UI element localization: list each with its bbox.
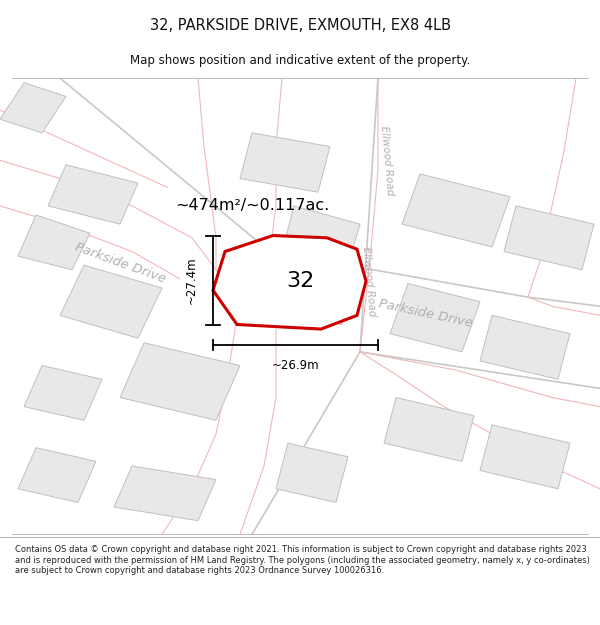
Text: ~26.9m: ~26.9m [272, 359, 319, 372]
Polygon shape [264, 261, 354, 324]
Text: 32, PARKSIDE DRIVE, EXMOUTH, EX8 4LB: 32, PARKSIDE DRIVE, EXMOUTH, EX8 4LB [149, 18, 451, 32]
Polygon shape [384, 398, 474, 461]
Text: Parkside Drive: Parkside Drive [378, 297, 474, 329]
Text: Ellwood Road: Ellwood Road [379, 125, 395, 196]
Polygon shape [60, 265, 162, 338]
Text: Contains OS data © Crown copyright and database right 2021. This information is : Contains OS data © Crown copyright and d… [15, 545, 590, 575]
Polygon shape [240, 133, 330, 192]
Polygon shape [120, 342, 240, 420]
Polygon shape [114, 466, 216, 521]
Polygon shape [48, 165, 138, 224]
Polygon shape [18, 215, 90, 270]
Polygon shape [276, 443, 348, 503]
Text: ~474m²/~0.117ac.: ~474m²/~0.117ac. [175, 198, 329, 213]
Text: Map shows position and indicative extent of the property.: Map shows position and indicative extent… [130, 54, 470, 68]
Polygon shape [402, 174, 510, 247]
Polygon shape [504, 206, 594, 270]
Polygon shape [390, 284, 480, 352]
Text: 32: 32 [286, 271, 314, 291]
Polygon shape [480, 316, 570, 379]
Text: ~27.4m: ~27.4m [185, 256, 198, 304]
Text: Parkside Drive: Parkside Drive [73, 241, 167, 286]
Text: Ellwood Road: Ellwood Road [361, 246, 377, 316]
Polygon shape [213, 236, 366, 329]
Polygon shape [18, 448, 96, 503]
Polygon shape [480, 425, 570, 489]
Polygon shape [282, 206, 360, 265]
Polygon shape [24, 366, 102, 420]
Polygon shape [0, 82, 66, 133]
